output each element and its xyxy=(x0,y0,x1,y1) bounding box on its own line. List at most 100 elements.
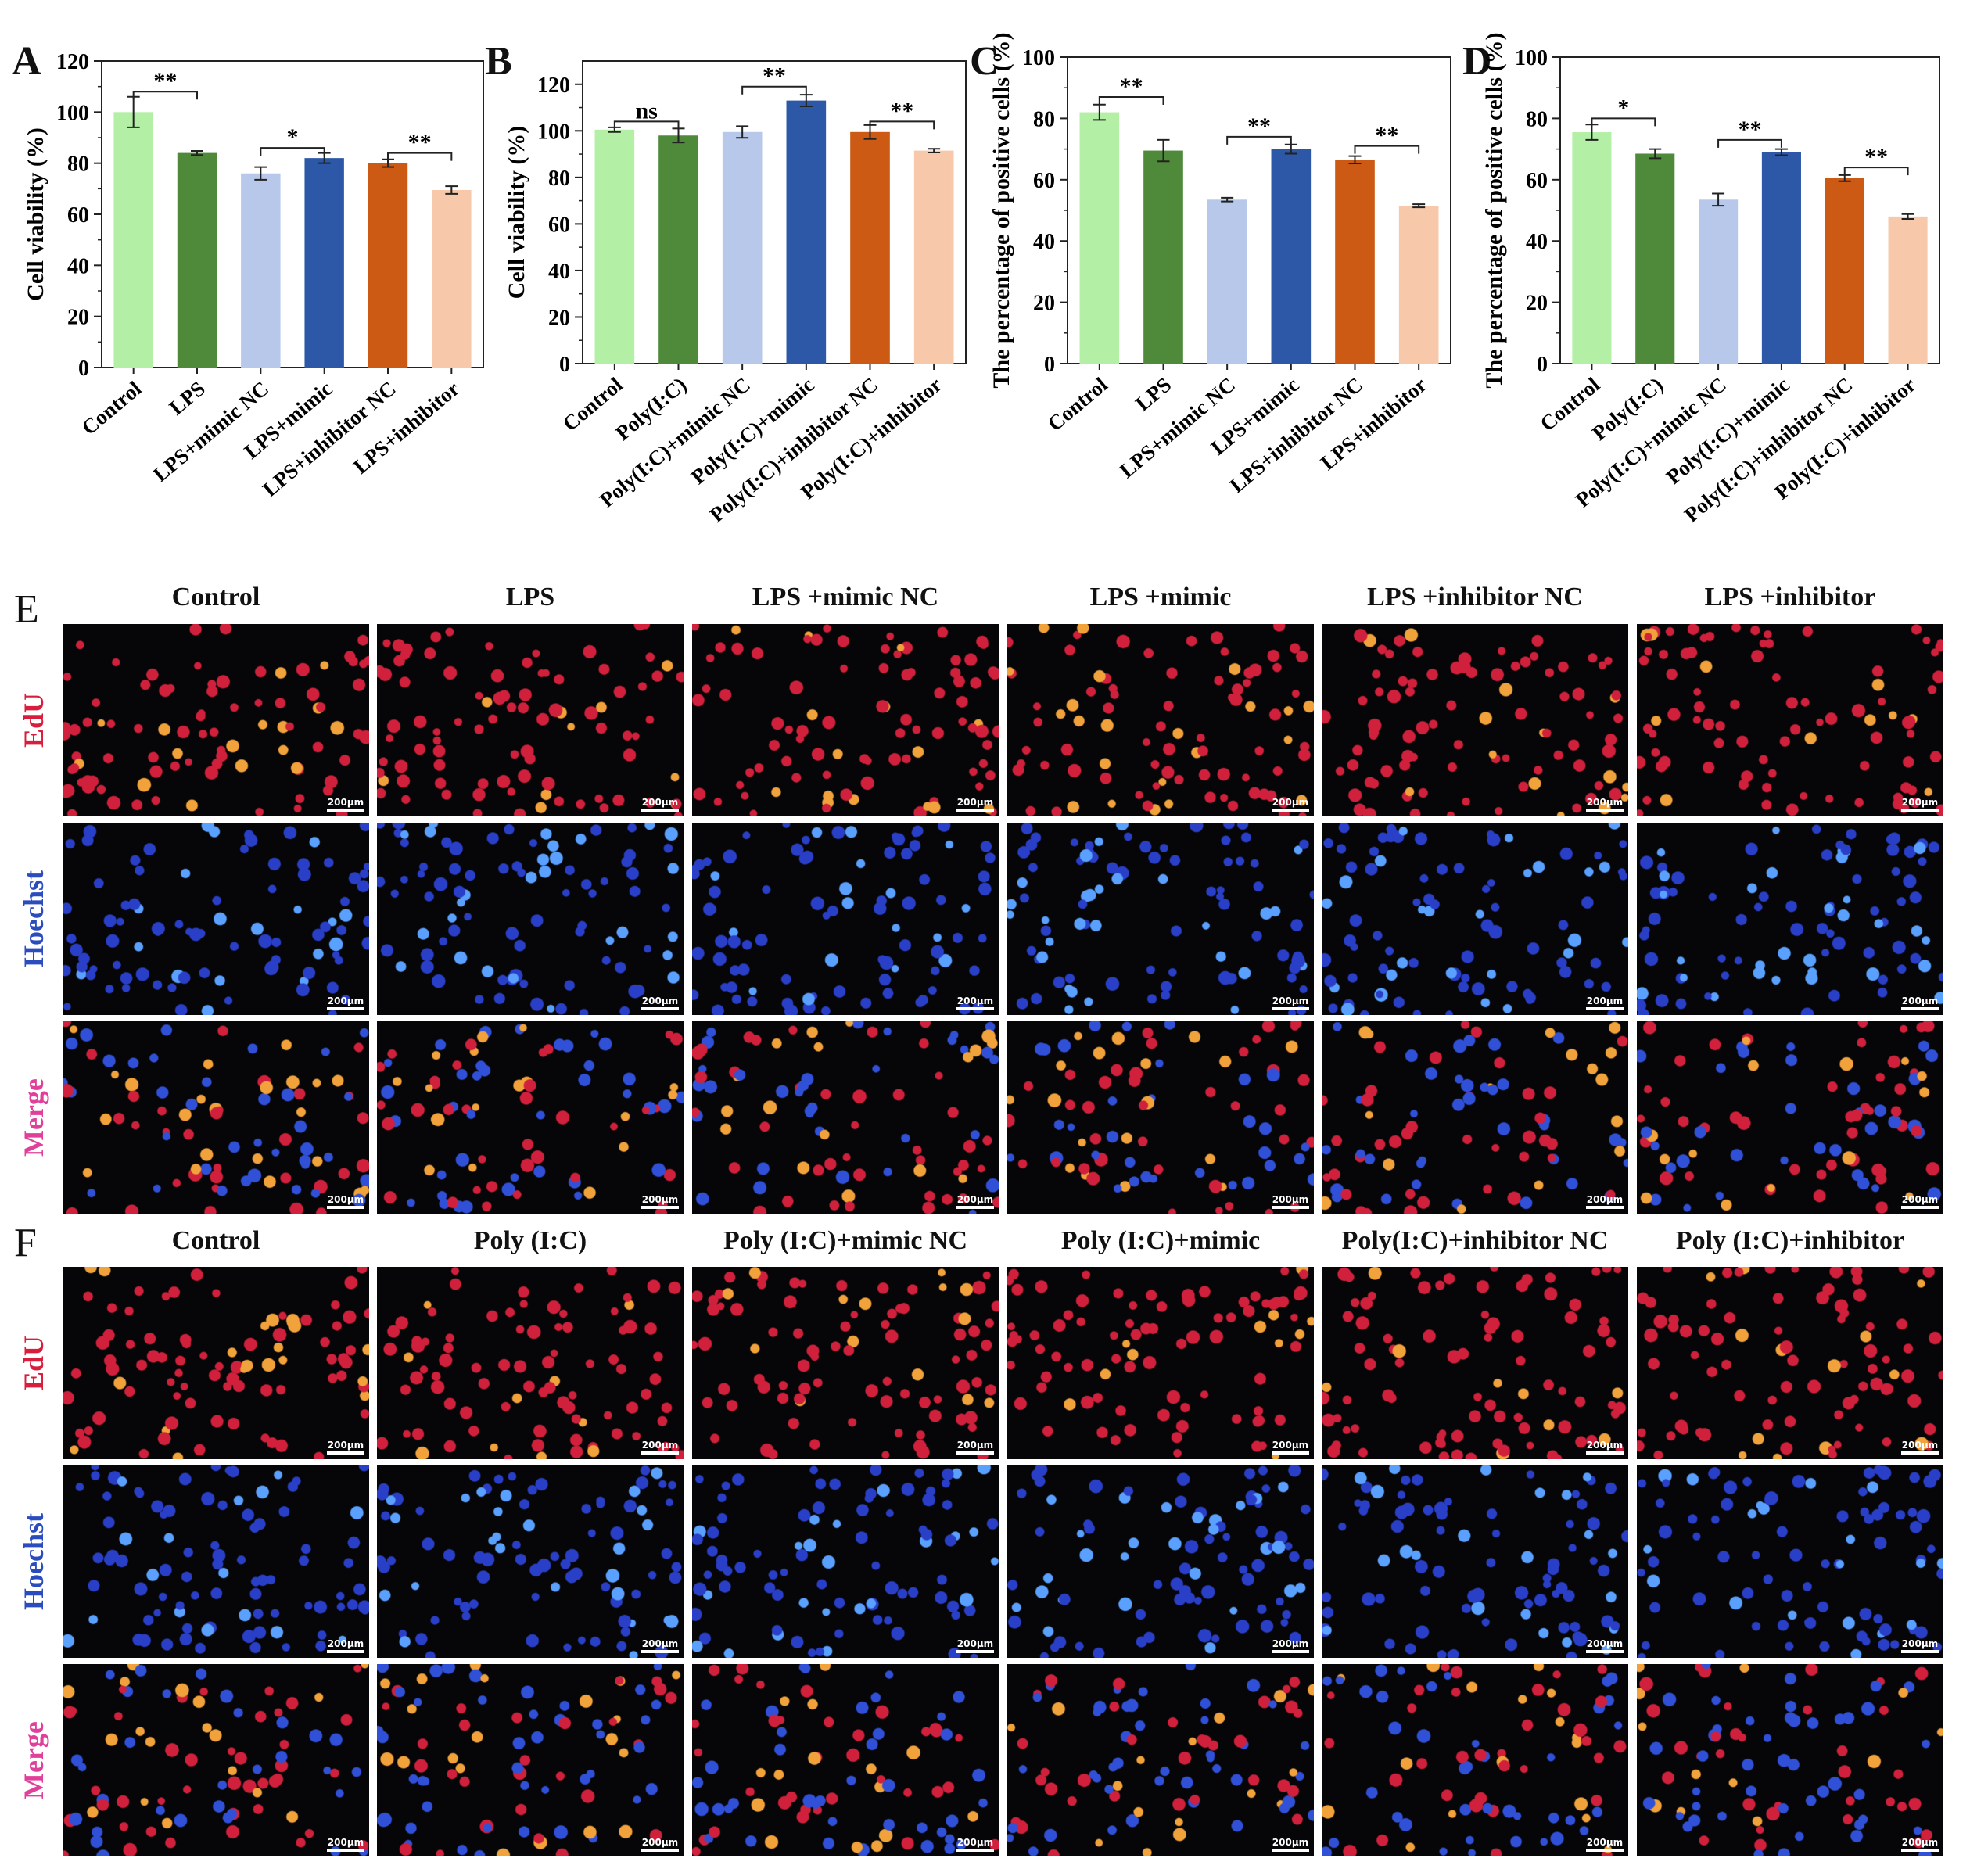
scale-bar-label: 200μm xyxy=(956,797,994,808)
bar xyxy=(1572,132,1612,364)
micrograph-image: 200μm xyxy=(63,1664,369,1856)
scale-bar: 200μm xyxy=(1586,1638,1624,1653)
scale-bar-line xyxy=(641,1650,679,1653)
scale-bar: 200μm xyxy=(1586,995,1624,1010)
scale-bar-label: 200μm xyxy=(327,1837,364,1848)
scale-bar-label: 200μm xyxy=(1901,995,1939,1006)
scale-bar-line xyxy=(1586,1849,1624,1852)
y-tick-label: 0 xyxy=(1537,353,1548,377)
scale-bar-line xyxy=(1901,1007,1939,1010)
micrograph-image: 200μm xyxy=(1007,1664,1314,1856)
bar xyxy=(1888,216,1928,364)
scale-bar-label: 200μm xyxy=(327,1440,364,1451)
bar xyxy=(594,129,635,364)
column-title: Poly(I:C)+inhibitor NC xyxy=(1341,1226,1609,1255)
scale-bar-label: 200μm xyxy=(956,1440,994,1451)
micrograph-image: 200μm xyxy=(1322,1021,1628,1214)
scale-bar: 200μm xyxy=(1586,1837,1624,1852)
scale-bar-line xyxy=(1586,809,1624,812)
scale-bar-label: 200μm xyxy=(1586,1638,1624,1649)
scale-bar-label: 200μm xyxy=(1901,1837,1939,1848)
bar xyxy=(722,131,763,364)
micrograph-image: 200μm xyxy=(377,624,684,816)
scale-bar: 200μm xyxy=(641,1194,679,1209)
scale-bar-label: 200μm xyxy=(641,1638,679,1649)
y-tick-label: 20 xyxy=(1033,292,1055,316)
scale-bar-line xyxy=(1586,1650,1624,1653)
scale-bar: 200μm xyxy=(1272,995,1309,1010)
scale-bar-label: 200μm xyxy=(1272,1638,1309,1649)
y-tick-label: 60 xyxy=(548,213,570,237)
scale-bar-line xyxy=(327,1849,364,1852)
scale-bar-label: 200μm xyxy=(956,995,994,1006)
scale-bar: 200μm xyxy=(327,1837,364,1852)
y-tick-label: 80 xyxy=(548,167,570,191)
scale-bar: 200μm xyxy=(1586,797,1624,812)
bar xyxy=(113,112,153,368)
micrograph-image: 200μm xyxy=(1637,1267,1943,1459)
bar xyxy=(1699,199,1739,364)
significance-label: ** xyxy=(153,68,177,94)
row-label: EdU xyxy=(18,1335,49,1391)
scale-bar-label: 200μm xyxy=(327,1638,364,1649)
bar xyxy=(1143,150,1183,364)
significance-bracket xyxy=(613,120,680,130)
scale-bar-line xyxy=(1586,1007,1624,1010)
y-tick-label: 40 xyxy=(1526,230,1548,254)
scale-bar-label: 200μm xyxy=(956,1837,994,1848)
scale-bar: 200μm xyxy=(956,1638,994,1653)
scale-bar-label: 200μm xyxy=(641,1837,679,1848)
significance-label: ** xyxy=(408,130,432,156)
row-label: EdU xyxy=(18,692,49,748)
scale-bar-label: 200μm xyxy=(1586,1440,1624,1451)
scale-bar-label: 200μm xyxy=(1901,797,1939,808)
scale-bar-label: 200μm xyxy=(641,797,679,808)
scale-bar-line xyxy=(641,1451,679,1455)
y-tick-label: 100 xyxy=(537,120,570,144)
significance-label: * xyxy=(287,124,299,150)
y-tick-label: 60 xyxy=(1526,169,1548,193)
column-title: Control xyxy=(171,583,260,612)
plot-frame xyxy=(101,60,484,368)
scale-bar: 200μm xyxy=(1586,1194,1624,1209)
significance-label: ** xyxy=(1739,117,1762,142)
scale-bar-label: 200μm xyxy=(1901,1638,1939,1649)
scale-bar: 200μm xyxy=(641,797,679,812)
scale-bar-line xyxy=(1586,1451,1624,1455)
significance-bracket xyxy=(1717,138,1782,148)
column-title: Poly (I:C) xyxy=(473,1226,587,1255)
scale-bar-line xyxy=(327,809,364,812)
y-tick-label: 60 xyxy=(67,203,89,228)
scale-bar-line xyxy=(956,1650,994,1653)
significance-label: ** xyxy=(1247,113,1271,139)
y-tick-label: 20 xyxy=(1526,292,1548,316)
scale-bar: 200μm xyxy=(1272,1194,1309,1209)
scale-bar-line xyxy=(641,1206,679,1209)
scale-bar-line xyxy=(1272,1451,1309,1455)
bar xyxy=(304,158,344,368)
row-label: Hoechst xyxy=(18,1513,49,1610)
y-axis-label: Cell viability (%) xyxy=(504,126,529,300)
micrograph-image: 200μm xyxy=(1322,1465,1628,1658)
y-tick-label: 40 xyxy=(67,254,89,278)
micrograph-image: 200μm xyxy=(1322,624,1628,816)
scale-bar-line xyxy=(1272,1206,1309,1209)
chart-panel-c: C 0 20 40 60 80 100 The percentage of positive … xyxy=(970,32,1451,497)
scale-bar-label: 200μm xyxy=(1272,797,1309,808)
panel-letter: F xyxy=(14,1221,37,1265)
micrograph-image: 200μm xyxy=(1007,624,1314,816)
scale-bar-label: 200μm xyxy=(1272,1440,1309,1451)
scale-bar-line xyxy=(956,1849,994,1852)
column-title: Poly (I:C)+inhibitor xyxy=(1675,1226,1905,1255)
scale-bar: 200μm xyxy=(641,1440,679,1455)
bar xyxy=(1635,153,1675,364)
significance-bracket xyxy=(1843,167,1909,176)
significance-label: ** xyxy=(763,63,786,89)
scale-bar: 200μm xyxy=(1901,797,1939,812)
scale-bar-label: 200μm xyxy=(1586,1194,1624,1205)
x-tick-label: LPS xyxy=(1131,373,1175,416)
y-tick-label: 80 xyxy=(1526,107,1548,131)
bar xyxy=(1825,178,1864,364)
micrograph-image: 200μm xyxy=(1322,1664,1628,1856)
significance-label: * xyxy=(1617,95,1629,120)
